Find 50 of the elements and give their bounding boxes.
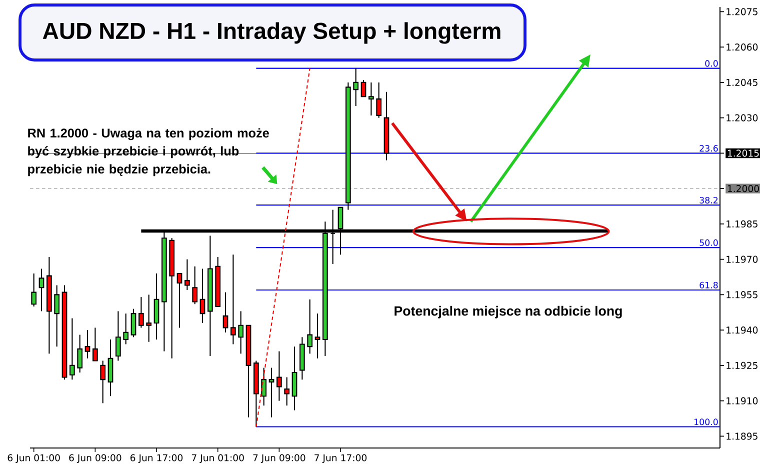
x-tick-label: 7 Jun 01:00 (192, 454, 244, 464)
y-tick-label: 1.1955 (726, 291, 758, 298)
y-tick-label: 1.1895 (726, 432, 758, 440)
candlestick (268, 367, 274, 418)
candlestick (222, 292, 228, 333)
candlestick (169, 238, 175, 359)
candlestick (261, 367, 267, 406)
candlestick (38, 268, 44, 312)
x-tick-label: 6 Jun 09:00 (69, 454, 122, 464)
candlestick (46, 256, 52, 354)
y-tick-label: 1.1910 (726, 397, 758, 404)
y-tick-label: 1.2015 (728, 150, 759, 157)
x-tick-label: 7 Jun 17:00 (314, 454, 367, 464)
candlestick (276, 350, 282, 402)
series-label: 0.0 (705, 60, 718, 67)
candlestick (207, 235, 213, 357)
y-tick-label: 1.2045 (726, 78, 758, 86)
x-tick-label: 7 Jun 09:00 (253, 454, 306, 464)
candlestick (384, 91, 390, 161)
candlestick (353, 68, 359, 107)
y-tick-label: 1.1985 (726, 220, 758, 228)
candlestick (200, 268, 206, 324)
candlestick (299, 336, 305, 380)
x-tick-label: 6 Jun 17:00 (130, 454, 183, 464)
text: AUD NZD - H1 - Intraday Setup + longterm (42, 22, 500, 44)
candlestick (100, 360, 106, 404)
candlestick (230, 254, 236, 345)
y-tick-label: 1.2000 (728, 185, 759, 192)
candlestick (146, 294, 152, 342)
y-tick-label: 1.1940 (726, 326, 758, 334)
series-label: 61.8 (700, 282, 718, 288)
candlestick (238, 310, 244, 354)
candlestick (292, 346, 298, 411)
candlestick (154, 272, 160, 340)
y-tick-label: 1.2060 (726, 44, 758, 51)
y-tick-label: 1.2075 (726, 8, 758, 16)
candlestick (368, 82, 374, 116)
candlestick (108, 338, 114, 397)
series-label: 50.0 (700, 239, 718, 246)
y-tick-label: 1.2030 (726, 114, 758, 122)
series-label: 100.0 (694, 418, 718, 426)
candlestick (284, 376, 290, 406)
annotation: Potencjalne miejsce na odbicie long (394, 306, 622, 318)
series-label: 38.2 (700, 196, 718, 204)
y-tick-label: 1.1925 (726, 362, 758, 369)
y-tick-label: 1.1970 (726, 256, 758, 263)
candlestick (314, 313, 320, 359)
candlestick (54, 284, 60, 348)
series-label: 23.6 (700, 145, 718, 152)
x-tick-label: 6 Jun 01:00 (8, 454, 60, 464)
